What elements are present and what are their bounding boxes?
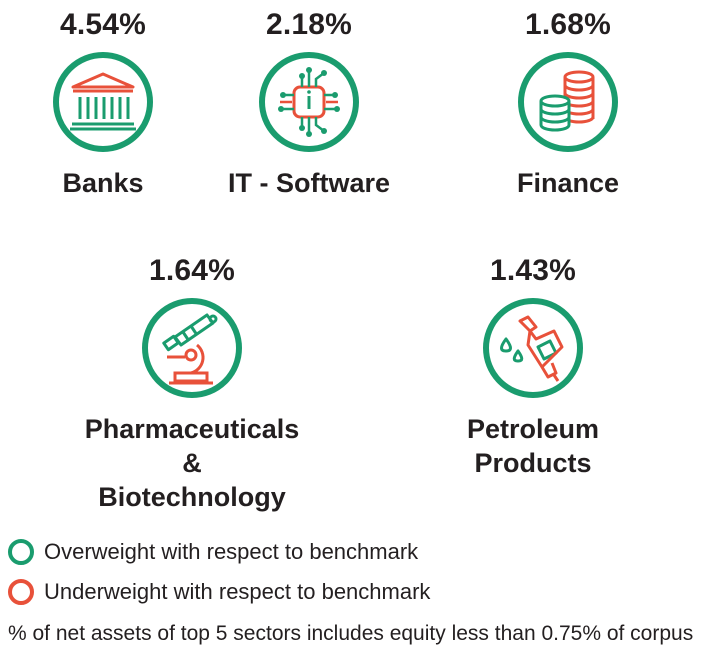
sector-percentage: 1.43%: [489, 254, 577, 287]
microscope-icon: [162, 313, 218, 385]
sector-pharmaceuticals: 1.64% Pharmaceuticals & Biotechnology: [72, 254, 312, 514]
sector-percentage: 1.64%: [148, 254, 236, 287]
sector-name-line1: Pharmaceuticals &: [84, 414, 300, 478]
legend-underweight-label: Underweight with respect to benchmark: [44, 579, 431, 604]
overweight-ring: [518, 52, 618, 152]
sector-name: Pharmaceuticals & Biotechnology: [72, 412, 312, 514]
legend-overweight: Overweight with respect to benchmark: [8, 539, 418, 565]
coin-stacks-icon: [539, 70, 595, 132]
legend-overweight-label: Overweight with respect to benchmark: [44, 539, 419, 564]
sector-percentage: 4.54%: [59, 8, 147, 41]
sector-name-line2: Biotechnology: [98, 482, 286, 512]
sector-name: IT - Software: [227, 168, 390, 198]
overweight-ring: [142, 298, 242, 398]
sector-it-software: 2.18% IT - Software: [199, 8, 419, 200]
chip-icon: [278, 67, 340, 137]
overweight-ring: [53, 52, 153, 152]
sector-finance: 1.68% Finance: [458, 8, 678, 200]
overweight-ring: [259, 52, 359, 152]
sector-name: Banks: [62, 168, 144, 198]
bank-building-icon: [70, 72, 136, 131]
footnote: % of net assets of top 5 sectors include…: [8, 622, 694, 645]
overweight-ring: [483, 298, 583, 398]
fuel-nozzle-icon: [500, 315, 564, 382]
sector-banks: 4.54% Banks: [0, 8, 213, 200]
sector-petroleum-products: 1.43% Petroleum Products: [413, 254, 653, 480]
red-circle-icon: [8, 579, 34, 605]
sector-name: Petroleum Products: [466, 414, 600, 478]
green-circle-icon: [8, 539, 34, 565]
sector-percentage: 2.18%: [265, 8, 353, 41]
sector-percentage: 1.68%: [524, 8, 612, 41]
sector-name: Finance: [516, 168, 620, 198]
legend-underweight: Underweight with respect to benchmark: [8, 579, 430, 605]
